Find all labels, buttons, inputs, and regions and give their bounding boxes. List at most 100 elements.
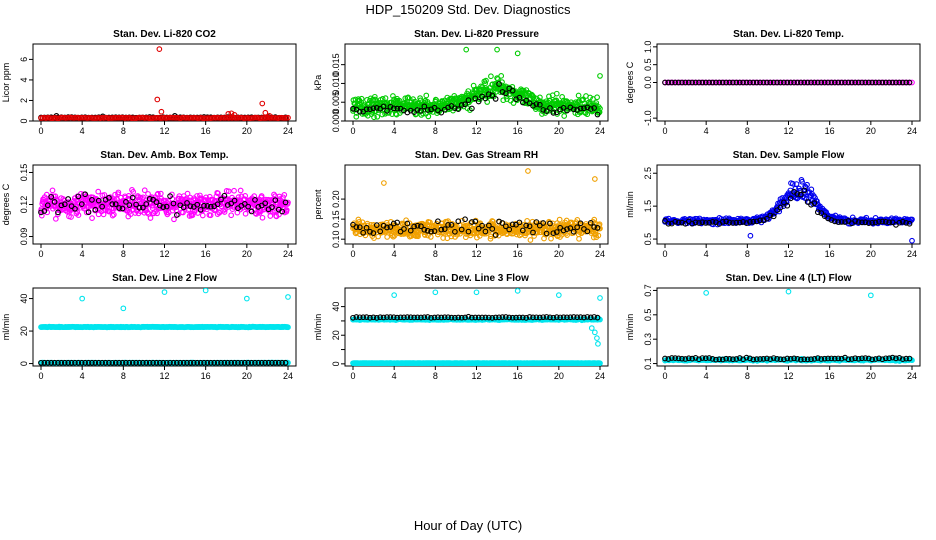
data-point <box>889 219 896 226</box>
data-point <box>187 359 194 366</box>
data-point <box>487 235 494 242</box>
data-point <box>855 355 862 362</box>
data-point <box>760 355 767 362</box>
data-point <box>516 94 523 101</box>
data-point <box>696 356 702 363</box>
x-tick-label: 0 <box>662 371 667 381</box>
x-tick-label: 16 <box>513 126 523 136</box>
y-tick-label: 2 <box>19 98 29 103</box>
y-tick-label: 1.5 <box>643 200 653 213</box>
data-point <box>197 192 203 199</box>
series-black <box>662 79 913 86</box>
data-point <box>736 219 743 226</box>
data-point <box>570 314 577 320</box>
y-tick-label: 0.10 <box>331 230 341 248</box>
data-point <box>903 355 909 362</box>
x-tick-label: 16 <box>825 126 835 136</box>
data-point <box>791 355 797 362</box>
y-tick-label: 0.000 <box>331 110 341 133</box>
series-black <box>350 81 601 118</box>
data-point <box>184 190 191 197</box>
data-point <box>417 95 423 101</box>
data-point <box>269 359 275 366</box>
data-point <box>557 224 564 231</box>
data-point <box>85 359 92 366</box>
y-tick-label: 0 <box>331 361 341 366</box>
x-tick-label: 8 <box>745 249 750 259</box>
data-point <box>784 202 791 209</box>
data-point <box>218 359 224 366</box>
data-point <box>119 359 126 366</box>
y-axis-label: degrees C <box>1 183 11 225</box>
data-point <box>407 314 414 321</box>
x-tick-label: 0 <box>38 249 43 259</box>
data-point <box>523 315 530 321</box>
data-point <box>886 79 893 86</box>
data-point <box>81 205 88 212</box>
data-point-outlier <box>588 325 595 331</box>
data-point <box>38 359 44 366</box>
x-tick-label: 16 <box>825 371 835 381</box>
data-point <box>147 215 154 221</box>
data-point <box>92 359 99 366</box>
y-tick-label: 0.0 <box>643 76 653 89</box>
data-point <box>363 106 370 113</box>
data-point <box>384 234 391 240</box>
data-point <box>68 214 74 220</box>
data-point <box>414 222 421 229</box>
data-point <box>421 314 428 321</box>
data-point <box>452 228 458 235</box>
data-point-outlier <box>266 113 273 119</box>
data-point <box>909 216 915 223</box>
data-point <box>225 188 232 195</box>
data-point <box>95 188 102 195</box>
data-point <box>679 355 685 362</box>
x-tick-label: 20 <box>242 371 252 381</box>
data-point <box>543 108 550 114</box>
y-tick-label: 0.20 <box>331 190 341 208</box>
data-point <box>502 314 509 320</box>
y-tick-label: 0.5 <box>643 233 653 246</box>
data-point <box>184 200 190 206</box>
data-point <box>865 355 872 362</box>
data-point <box>68 359 75 366</box>
data-point <box>58 359 65 366</box>
data-point <box>431 228 438 234</box>
data-point <box>375 233 381 240</box>
data-point <box>459 217 465 224</box>
data-point <box>753 356 760 362</box>
data-point <box>123 359 129 366</box>
data-point <box>282 359 289 366</box>
data-point <box>570 228 577 235</box>
data-point <box>547 220 553 227</box>
data-point <box>791 79 797 86</box>
data-point <box>719 219 726 225</box>
data-point <box>218 196 224 203</box>
y-tick-label: 20 <box>331 330 341 340</box>
data-point <box>483 77 489 84</box>
data-point <box>838 79 845 86</box>
data-point <box>682 79 689 86</box>
data-point <box>587 220 594 226</box>
data-point <box>163 359 170 366</box>
data-point <box>591 314 597 320</box>
data-point <box>421 226 428 233</box>
data-point <box>845 79 852 86</box>
data-point <box>377 228 384 235</box>
data-point <box>475 314 482 321</box>
data-point <box>482 80 488 87</box>
data-point <box>781 199 787 206</box>
data-point <box>402 95 409 102</box>
data-point <box>358 95 365 102</box>
data-point <box>228 212 235 219</box>
x-tick-label: 20 <box>866 371 876 381</box>
x-tick-label: 12 <box>783 371 793 381</box>
data-point <box>818 210 825 216</box>
data-point <box>382 95 389 101</box>
data-point <box>689 355 696 362</box>
data-point <box>41 359 48 366</box>
data-point <box>906 79 913 86</box>
data-point <box>506 314 513 321</box>
data-point <box>733 219 740 226</box>
